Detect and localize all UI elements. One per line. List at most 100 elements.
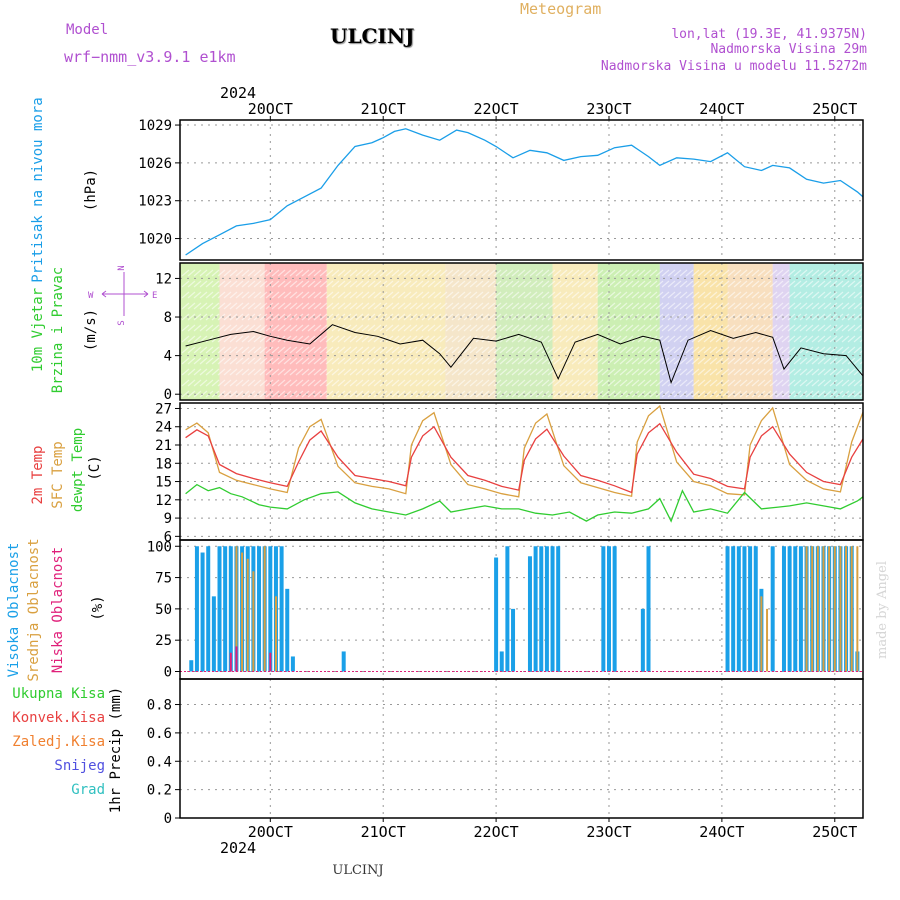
x-tick-label-top: 23OCT [586, 100, 631, 118]
x-tick-label-top: 20OCT [248, 100, 293, 118]
precip-legend-snow: Snijeg [54, 758, 105, 774]
cloud-mid-bar [839, 546, 842, 672]
y-tick-label: 27 [155, 401, 172, 417]
cloud-mid-bar [252, 571, 255, 672]
x-tick-label-bottom: 22OCT [474, 823, 519, 841]
wind-unit-label: (m/s) [83, 309, 99, 351]
cloud-high-bar [527, 556, 532, 672]
cloud-high-bar [341, 651, 346, 672]
compass-west: W [88, 291, 94, 301]
compass-arrows [101, 272, 149, 316]
wind-band [552, 263, 598, 400]
cloud-low-bar [235, 646, 238, 672]
cloud-label-high: Visoka Oblacnost [6, 543, 22, 678]
y-tick-label: 0.2 [147, 783, 172, 799]
meteogram-subtitle: Meteogram [520, 0, 601, 18]
y-tick-label: 4 [164, 349, 172, 365]
cloud-high-bar [499, 651, 504, 672]
cloud-low-bar [269, 652, 272, 672]
x-tick-label-top: 22OCT [474, 100, 519, 118]
pressure-label: Pritisak na nivou mora [30, 97, 46, 282]
footer-station: ULCINJ [332, 863, 383, 878]
wind-band [264, 263, 327, 400]
lonlat-label: lon,lat (19.3E, 41.9375N) [671, 27, 867, 42]
y-tick-label: 24 [155, 420, 172, 436]
wind-label-1: 10m Vjetar [30, 288, 46, 372]
cloud-mid-bar [235, 546, 238, 672]
cloud-mid-bar [845, 546, 848, 672]
cloud-high-bar [533, 546, 538, 672]
y-tick-label: 6 [164, 529, 172, 545]
y-tick-label: 50 [155, 602, 172, 618]
cloud-high-bar [544, 546, 549, 672]
cloud-unit-label: (%) [90, 595, 106, 620]
cloud-high-bar [601, 546, 606, 672]
x-tick-label-bottom: 20OCT [248, 823, 293, 841]
y-tick-label: 0 [164, 387, 172, 403]
cloud-high-bar [257, 546, 262, 672]
model-elevation-label: Nadmorska Visina u modelu 11.5272m [601, 59, 867, 74]
y-tick-label: 0 [164, 664, 172, 680]
y-tick-label: 0.6 [147, 726, 172, 742]
cloud-high-bar [781, 546, 786, 672]
cloud-mid-bar [805, 546, 808, 672]
y-tick-label: 25 [155, 633, 172, 649]
cloud-high-bar [742, 546, 747, 672]
bottom-year-label: 2024 [220, 839, 256, 857]
cloud-high-bar [223, 546, 228, 672]
x-tick-label-bottom: 25OCT [812, 823, 857, 841]
y-tick-label: 0.8 [147, 698, 172, 714]
cloud-high-bar [268, 546, 273, 672]
y-tick-label: 75 [155, 571, 172, 587]
cloud-mid-bar [241, 552, 244, 672]
wind-band [693, 263, 728, 400]
y-tick-label: 0.4 [147, 754, 172, 770]
cloud-high-bar [798, 546, 803, 672]
top-year-label: 2024 [220, 84, 256, 102]
precip-unit-label: 1hr Precip (mm) [108, 687, 124, 813]
cloud-mid-bar [816, 546, 819, 672]
cloud-mid-bar [828, 546, 831, 672]
cloud-high-bar [640, 608, 645, 672]
cloud-high-bar [539, 546, 544, 672]
cloud-mid-bar [246, 558, 249, 672]
cloud-high-bar [200, 552, 205, 672]
cloud-high-bar [189, 660, 194, 672]
cloud-high-bar [793, 546, 798, 672]
cloud-high-bar [494, 557, 499, 672]
wind-speed-line [185, 324, 864, 385]
x-tick-label-bottom: 21OCT [361, 823, 406, 841]
wind-band [445, 263, 497, 400]
model-label: Model [66, 22, 108, 38]
cloud-mid-bar [822, 546, 825, 672]
x-tick-label-top: 25OCT [812, 100, 857, 118]
temp-label-dewpt: dewpt Temp [70, 428, 86, 512]
precip-legend-total: Ukupna Kisa [12, 686, 105, 702]
wind-band [772, 263, 790, 400]
y-tick-label: 8 [164, 310, 172, 326]
model-name: wrf−nmm_v3.9.1 e1km [64, 48, 236, 66]
y-tick-label: 21 [155, 438, 172, 454]
wind-band [659, 263, 694, 400]
cloud-high-bar [206, 546, 211, 672]
y-tick-label: 1026 [138, 156, 172, 172]
cloud-high-bar [753, 546, 758, 672]
cloud-high-bar [279, 546, 284, 672]
cloud-high-bar [748, 546, 753, 672]
compass-south: S [117, 320, 127, 325]
cloud-high-bar [556, 546, 561, 672]
cloud-high-bar [511, 608, 516, 672]
temp-label-sfc: SFC Temp [50, 441, 66, 508]
cloud-mid-bar [760, 596, 763, 672]
cloud-high-bar [217, 546, 222, 672]
compass-east: E [152, 291, 157, 301]
compass-north: N [117, 265, 127, 270]
y-tick-label: 1023 [138, 194, 172, 210]
precip-legend-grad: Grad [71, 782, 105, 798]
cloud-high-bar [787, 546, 792, 672]
panel-frame [179, 262, 864, 401]
cloud-low-bar [229, 652, 232, 672]
y-tick-label: 1020 [138, 232, 172, 248]
cloud-high-bar [725, 546, 730, 672]
